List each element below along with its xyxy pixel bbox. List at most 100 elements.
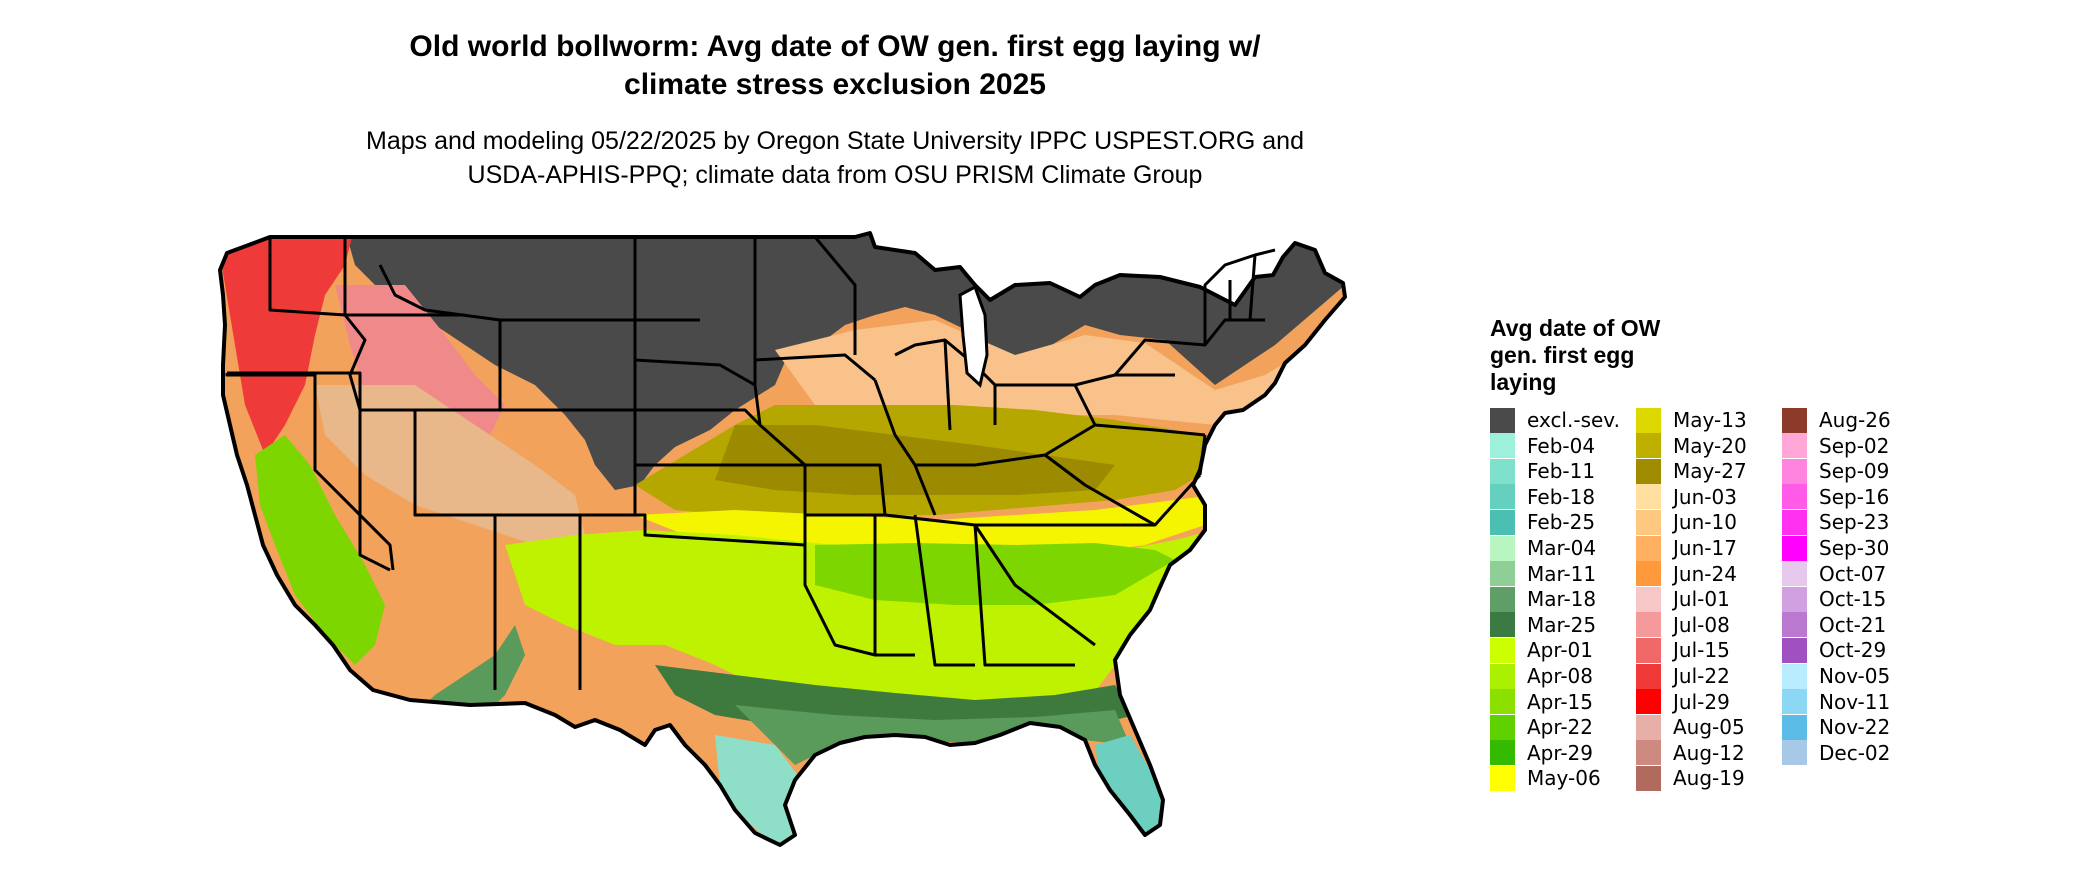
legend-label: Apr-08 — [1527, 664, 1593, 688]
state-line-oh-pa — [995, 373, 1175, 387]
legend-swatch — [1782, 535, 1807, 561]
map-title-line-1: Old world bollworm: Avg date of OW gen. … — [409, 30, 1261, 63]
legend-item: Mar-11 — [1490, 561, 1596, 587]
legend-title: Avg date of OW gen. first egg laying — [1490, 315, 1720, 396]
legend-item: Feb-25 — [1490, 509, 1595, 535]
state-line-wi-mn — [813, 236, 857, 355]
legend-label: May-13 — [1673, 408, 1747, 432]
legend-label: Nov-05 — [1819, 664, 1891, 688]
state-line-ia-mo — [754, 353, 876, 382]
legend-label: Feb-25 — [1527, 510, 1596, 535]
legend-label: Jun-24 — [1673, 561, 1737, 586]
legend-label: Mar-18 — [1527, 587, 1597, 612]
state-line-sc-ga — [973, 524, 1096, 647]
legend-label: Sep-02 — [1819, 433, 1890, 458]
state-line-or-south — [227, 371, 362, 410]
state-line-il-in — [894, 338, 997, 425]
legend-swatch — [1490, 765, 1515, 791]
excluded-southwest-patch — [415, 625, 525, 725]
state-line-sd-ne — [633, 320, 756, 387]
legend-item: Mar-18 — [1490, 586, 1596, 612]
legend-item: Jun-10 — [1636, 509, 1737, 535]
legend-item: excl.-sev. — [1490, 407, 1620, 433]
state-line-pa-md — [1073, 384, 1206, 437]
legend-item: May-27 — [1636, 458, 1747, 484]
legend-item: Nov-22 — [1782, 714, 1890, 740]
legend-item: Apr-08 — [1490, 663, 1593, 689]
legend-item: Oct-29 — [1782, 637, 1886, 663]
legend-label: Jun-03 — [1673, 484, 1737, 509]
legend-swatch — [1782, 689, 1807, 715]
legend-label: Mar-04 — [1527, 536, 1597, 560]
pacific-northwest-red-region — [220, 233, 355, 455]
legend-swatch — [1636, 509, 1661, 535]
legend-swatch — [1782, 740, 1807, 766]
legend-swatch — [1490, 535, 1515, 561]
legend-label: Mar-11 — [1527, 561, 1597, 586]
legend-swatch — [1636, 535, 1661, 561]
state-line-mo-ar — [805, 463, 887, 517]
legend-swatch — [1782, 714, 1807, 740]
legend-item: Jul-01 — [1636, 586, 1730, 612]
legend-item: Jun-24 — [1636, 561, 1737, 587]
state-line-ga-fl — [973, 524, 1075, 667]
legend-label: Oct-21 — [1819, 612, 1887, 637]
legend-item: Sep-30 — [1782, 535, 1889, 561]
legend-swatch — [1490, 637, 1515, 663]
state-line-nv-ut — [358, 410, 391, 572]
map-color-fields — [220, 233, 1345, 845]
legend-label: Aug-19 — [1673, 766, 1745, 791]
legend-swatch — [1490, 586, 1515, 612]
legend-swatch — [1490, 612, 1515, 638]
state-line-tn-south — [884, 513, 1155, 527]
legend-label: Jun-17 — [1673, 536, 1737, 560]
legend-label: Sep-16 — [1819, 484, 1890, 509]
legend-label: Apr-29 — [1527, 740, 1593, 765]
legend-item: Sep-09 — [1782, 458, 1889, 484]
legend-swatch — [1782, 612, 1807, 638]
state-line-nh-me — [1248, 254, 1257, 321]
legend-label: Jul-22 — [1673, 664, 1730, 688]
legend-swatch — [1636, 612, 1661, 638]
legend-swatch — [1490, 663, 1515, 689]
legend-swatch — [1782, 484, 1807, 510]
legend-title-line-1: Avg date of OW — [1490, 315, 1661, 341]
legend-label: Apr-01 — [1527, 638, 1593, 663]
legend-item: Jul-29 — [1636, 689, 1730, 715]
legend-swatch — [1636, 407, 1661, 433]
legend-label: May-06 — [1527, 766, 1601, 791]
legend-label: Jul-08 — [1673, 612, 1730, 637]
map-subtitle: Maps and modeling 05/22/2025 by Oregon S… — [300, 124, 1370, 192]
us-map-canvas — [215, 225, 1470, 890]
gulf-coast-mid-green-region — [735, 705, 1130, 765]
state-line-id-west — [343, 237, 367, 411]
legend-title-line-3: laying — [1490, 369, 1557, 395]
legend-title-line-2: gen. first egg — [1490, 342, 1635, 368]
legend-label: Feb-18 — [1527, 484, 1596, 509]
legend-label: May-27 — [1673, 459, 1747, 484]
legend-label: Feb-04 — [1527, 433, 1596, 458]
legend-item: Apr-01 — [1490, 637, 1593, 663]
legend-item: Feb-04 — [1490, 433, 1595, 459]
legend-item: Mar-25 — [1490, 612, 1596, 638]
legend-swatch — [1490, 407, 1515, 433]
legend-label: Jul-29 — [1673, 689, 1730, 714]
legend-item: May-20 — [1636, 433, 1747, 459]
map-title-block: Old world bollworm: Avg date of OW gen. … — [300, 28, 1370, 192]
legend-item: Aug-19 — [1636, 765, 1745, 791]
legend-label: Oct-15 — [1819, 587, 1887, 612]
state-line-al-ga — [913, 514, 975, 667]
legend-label: Nov-11 — [1819, 689, 1891, 714]
legend-swatch — [1636, 663, 1661, 689]
legend-item: Apr-22 — [1490, 714, 1593, 740]
legend-swatch — [1490, 561, 1515, 587]
legend-item: Aug-05 — [1636, 714, 1745, 740]
legend-swatch — [1636, 586, 1661, 612]
state-line-ca-nv — [225, 373, 395, 571]
legend-item: Oct-15 — [1782, 586, 1886, 612]
legend-item: Jul-15 — [1636, 637, 1730, 663]
legend-item: Dec-02 — [1782, 740, 1890, 766]
legend-swatch — [1636, 637, 1661, 663]
legend-swatch — [1490, 458, 1515, 484]
state-line-ok-tx — [580, 513, 806, 547]
